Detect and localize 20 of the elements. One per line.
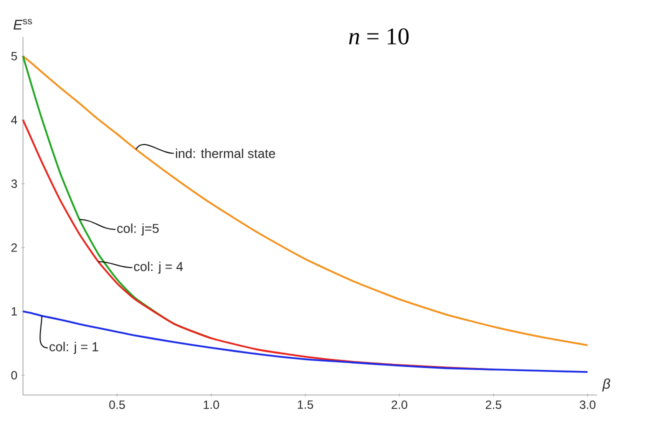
series-label: col: j = 4 bbox=[134, 262, 183, 274]
y-tick-label: 2 bbox=[11, 243, 17, 252]
y-tick-label: 5 bbox=[11, 52, 17, 60]
x-tick-label: 2.5 bbox=[486, 400, 502, 409]
series-label: col: j=5 bbox=[117, 223, 159, 236]
x-tick-label: 0.5 bbox=[109, 400, 125, 409]
series-label: col: j = 1 bbox=[50, 342, 98, 354]
y-tick-label: 4 bbox=[11, 116, 18, 124]
line-series bbox=[22, 310, 588, 373]
y-tick-label: 3 bbox=[11, 180, 17, 188]
chart-title: n = 10 bbox=[349, 28, 409, 44]
x-tick-label: 2.0 bbox=[392, 400, 408, 409]
x-tick-label: 3.0 bbox=[580, 400, 596, 409]
x-axis-title: β bbox=[602, 378, 610, 392]
x-tick-label: 1.5 bbox=[298, 400, 314, 409]
series-label: ind: thermal state bbox=[176, 148, 276, 158]
y-axis-title: E$^{ss}$ bbox=[14, 19, 32, 30]
y-tick-label: 0 bbox=[11, 370, 18, 380]
x-tick-label: 1.0 bbox=[204, 400, 220, 409]
y-tick-label: 1 bbox=[12, 307, 17, 316]
